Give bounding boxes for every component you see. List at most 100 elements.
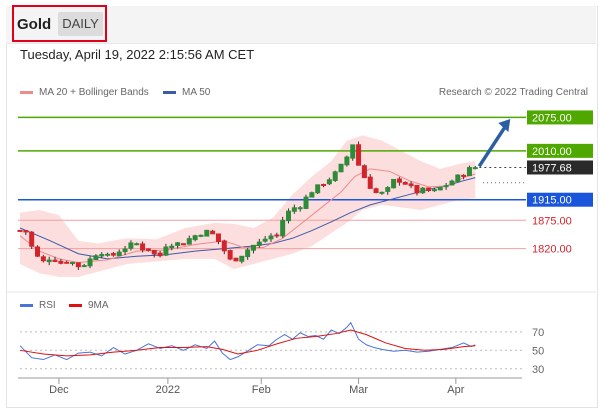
level-label-1915.00-box: [527, 192, 593, 207]
asset-name: Gold: [17, 16, 52, 33]
candle: [215, 233, 221, 242]
rsi-ma-swatch: [69, 303, 82, 307]
candle: [431, 189, 437, 192]
level-label-1915.00: 1915.00: [532, 195, 572, 207]
candle: [466, 167, 472, 177]
candle: [303, 196, 309, 209]
legend-ma50-label: MA 50: [182, 87, 211, 98]
candle: [198, 234, 204, 237]
candle: [472, 167, 478, 170]
candle: [93, 255, 99, 261]
candle: [52, 259, 58, 262]
candle: [420, 187, 426, 194]
candle: [321, 184, 327, 187]
candle: [274, 234, 280, 237]
candle: [134, 243, 140, 246]
candle: [350, 144, 356, 159]
candle: [361, 165, 367, 179]
candle: [326, 179, 332, 185]
candle: [367, 176, 373, 189]
candle: [309, 192, 315, 198]
x-tick-label-Feb: Feb: [252, 384, 271, 396]
candle: [157, 252, 163, 257]
legend-ma20-label: MA 20 + Bollinger Bands: [39, 87, 149, 98]
candle: [332, 171, 338, 181]
candle: [40, 256, 46, 262]
forecast-arrow-head: [498, 118, 511, 132]
candle: [437, 186, 443, 191]
ma50-swatch: [163, 90, 176, 94]
chart-datetime: Tuesday, April 19, 2022 2:15:56 AM CET: [20, 47, 255, 62]
candle: [192, 235, 198, 241]
candle: [70, 261, 76, 264]
candle: [163, 246, 169, 256]
candle: [338, 163, 344, 173]
candle: [122, 248, 128, 253]
rsi-line: [19, 321, 476, 361]
bollinger-band: [20, 135, 476, 277]
candle: [87, 258, 93, 267]
candle: [414, 184, 420, 194]
timeframe-button[interactable]: DAILY: [58, 12, 103, 36]
candle: [75, 262, 81, 268]
candle: [35, 246, 41, 257]
candle: [110, 253, 116, 256]
candle: [204, 229, 210, 237]
candle: [186, 238, 192, 245]
candle: [116, 251, 122, 257]
candle: [356, 144, 362, 166]
candle: [99, 254, 105, 257]
ma20-line: [19, 168, 476, 263]
level-label-2075.00-box: [527, 110, 593, 125]
current-price-label: 1977.68: [532, 162, 572, 174]
candle: [23, 230, 29, 233]
rsi-tick-30: 30: [532, 364, 544, 376]
candle: [315, 184, 321, 194]
candle: [145, 248, 151, 251]
level-label-2075.00: 2075.00: [532, 112, 572, 124]
candle: [402, 181, 408, 185]
level-label-2010.00: 2010.00: [532, 146, 572, 158]
candle: [373, 188, 379, 193]
candle: [180, 243, 186, 246]
candle: [461, 174, 467, 177]
candle: [58, 260, 64, 264]
candle: [81, 265, 87, 268]
candle: [391, 178, 397, 189]
candle: [426, 187, 432, 191]
candle: [262, 238, 268, 242]
candle: [344, 156, 350, 166]
candle: [227, 250, 233, 260]
rsi-tick-70: 70: [532, 327, 544, 339]
candle: [286, 210, 292, 222]
current-price-label-box: [527, 160, 593, 175]
legend-rsi: RSI: [20, 300, 56, 311]
candle: [245, 249, 251, 258]
candle: [210, 230, 216, 235]
candle: [233, 257, 239, 262]
candle: [169, 245, 175, 249]
rsi-tick-50: 50: [532, 345, 544, 357]
credit-text: Research © 2022 Trading Central: [438, 87, 588, 98]
candle: [256, 241, 262, 246]
rsi-ma-line: [19, 329, 476, 357]
level-label-2010.00-box: [527, 143, 593, 158]
candle: [291, 207, 297, 212]
candle: [297, 207, 303, 210]
legend-ma50: MA 50: [163, 87, 210, 98]
candle: [46, 259, 52, 263]
legend-rsi-ma-label: 9MA: [88, 300, 109, 311]
x-tick-label-Apr: Apr: [447, 384, 464, 396]
candle: [455, 174, 461, 182]
legend-ma20: MA 20 + Bollinger Bands: [20, 87, 149, 98]
candle: [280, 219, 286, 237]
candle: [449, 180, 455, 186]
candle: [396, 178, 402, 183]
level-label-1820.00: 1820.00: [532, 244, 572, 256]
x-tick-label-2022: 2022: [156, 384, 180, 396]
candle: [221, 240, 227, 252]
candle: [385, 187, 391, 192]
x-tick-label-Dec: Dec: [49, 384, 69, 396]
candle: [29, 231, 35, 247]
